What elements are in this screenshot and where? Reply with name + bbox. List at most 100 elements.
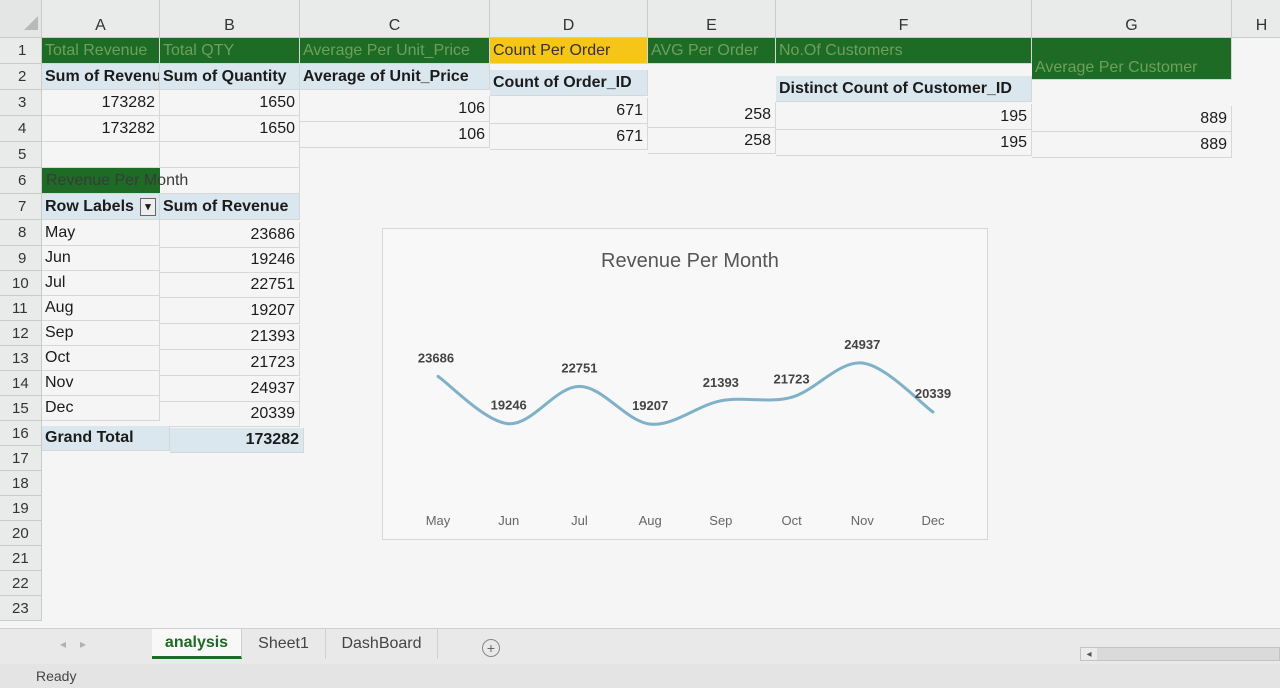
filter-dropdown-icon[interactable]: ▾: [139, 197, 156, 216]
grand-total-label[interactable]: Grand Total: [42, 426, 170, 451]
cell-b4[interactable]: 1650: [160, 116, 300, 142]
cell-b5[interactable]: [160, 142, 300, 168]
pivot-value-cell[interactable]: 19246: [160, 248, 300, 273]
row-header-11[interactable]: 11: [0, 296, 42, 321]
row-header-17[interactable]: 17: [0, 446, 42, 471]
row-header-18[interactable]: 18: [0, 471, 42, 496]
cell-a3[interactable]: 173282: [42, 90, 160, 116]
row-header-13[interactable]: 13: [0, 346, 42, 371]
pivot-month-cell[interactable]: May: [42, 220, 160, 246]
column-header-a[interactable]: A: [42, 0, 160, 38]
row-header-21[interactable]: 21: [0, 546, 42, 571]
row-header-6[interactable]: 6: [0, 168, 42, 194]
cell-a1[interactable]: Total Revenue: [42, 38, 160, 64]
grand-total-value[interactable]: 173282: [170, 428, 304, 453]
cell-g4[interactable]: 889: [1032, 132, 1232, 158]
row-header-16[interactable]: 16: [0, 421, 42, 446]
cell-d1[interactable]: Count Per Order: [490, 38, 648, 64]
row-header-19[interactable]: 19: [0, 496, 42, 521]
column-header-b[interactable]: B: [160, 0, 300, 38]
row-header-10[interactable]: 10: [0, 271, 42, 296]
pivot-sum-header[interactable]: Sum of Revenue: [160, 194, 300, 220]
column-header-d[interactable]: D: [490, 0, 648, 38]
data-point[interactable]: [860, 361, 864, 365]
cell-f1[interactable]: No.Of Customers: [776, 38, 1032, 64]
data-point[interactable]: [648, 422, 652, 426]
column-header-e[interactable]: E: [648, 0, 776, 38]
pivot-value-cell[interactable]: 21393: [160, 325, 300, 350]
pivot-value-cell[interactable]: 21723: [160, 351, 300, 376]
series-line[interactable]: [437, 361, 934, 426]
cell-a5[interactable]: [42, 142, 160, 168]
data-point[interactable]: [790, 395, 794, 399]
cell-b2[interactable]: Sum of Quantity: [160, 64, 300, 90]
data-point[interactable]: [577, 384, 581, 388]
data-point[interactable]: [719, 399, 723, 403]
row-header-20[interactable]: 20: [0, 521, 42, 546]
row-header-5[interactable]: 5: [0, 142, 42, 168]
cell-a6[interactable]: Revenue Per Month: [42, 168, 300, 194]
cell-e4[interactable]: 258: [648, 128, 776, 154]
data-point[interactable]: [507, 422, 511, 426]
cell-e1[interactable]: AVG Per Order: [648, 38, 776, 64]
pivot-value-cell[interactable]: 20339: [160, 402, 300, 427]
tab-scroll-arrows-icon[interactable]: ◂▸: [60, 637, 101, 651]
cell-f4[interactable]: 195: [776, 130, 1032, 156]
pivot-month-cell[interactable]: Sep: [42, 321, 160, 346]
pivot-month-cell[interactable]: Oct: [42, 346, 160, 371]
pivot-month-cell[interactable]: Jul: [42, 271, 160, 296]
pivot-month-cell[interactable]: Jun: [42, 246, 160, 271]
cell-d3[interactable]: 671: [490, 98, 648, 124]
tab-dashboard[interactable]: DashBoard: [326, 629, 438, 659]
data-label: 24937: [844, 337, 880, 352]
column-header-g[interactable]: G: [1032, 0, 1232, 38]
cell-d4[interactable]: 671: [490, 124, 648, 150]
tab-analysis[interactable]: analysis: [152, 629, 242, 659]
cell-d2[interactable]: Count of Order_ID: [490, 70, 648, 96]
cell-f3[interactable]: 195: [776, 104, 1032, 130]
cell-c3[interactable]: 106: [300, 96, 490, 122]
select-all-corner[interactable]: [0, 0, 42, 38]
pivot-row-labels-header[interactable]: Row Labels ▾: [42, 194, 160, 220]
row-header-23[interactable]: 23: [0, 596, 42, 621]
cell-g1[interactable]: Average Per Customer: [1032, 38, 1232, 80]
cell-f2[interactable]: Distinct Count of Customer_ID: [776, 76, 1032, 102]
row-header-7[interactable]: 7: [0, 194, 42, 220]
cell-b3[interactable]: 1650: [160, 90, 300, 116]
data-point[interactable]: [436, 374, 440, 378]
cell-c2[interactable]: Average of Unit_Price: [300, 64, 490, 90]
cell-e3[interactable]: 258: [648, 102, 776, 128]
row-header-8[interactable]: 8: [0, 220, 42, 246]
cell-b1[interactable]: Total QTY: [160, 38, 300, 64]
pivot-month-cell[interactable]: Nov: [42, 371, 160, 396]
horizontal-scrollbar[interactable]: ◂: [1080, 647, 1280, 661]
row-header-15[interactable]: 15: [0, 396, 42, 421]
pivot-value-cell[interactable]: 22751: [160, 273, 300, 298]
row-header-9[interactable]: 9: [0, 246, 42, 271]
row-header-4[interactable]: 4: [0, 116, 42, 142]
data-point[interactable]: [931, 410, 935, 414]
column-header-c[interactable]: C: [300, 0, 490, 38]
row-header-12[interactable]: 12: [0, 321, 42, 346]
row-header-1[interactable]: 1: [0, 38, 42, 64]
cell-g3[interactable]: 889: [1032, 106, 1232, 132]
revenue-line-chart[interactable]: Revenue Per Month 23686 May 19246 Jun 22751 Ju…: [382, 228, 988, 540]
cell-a4[interactable]: 173282: [42, 116, 160, 142]
tab-sheet1[interactable]: Sheet1: [242, 629, 326, 659]
row-header-2[interactable]: 2: [0, 64, 42, 90]
column-header-h[interactable]: H: [1232, 0, 1280, 38]
cell-a2[interactable]: Sum of Revenu: [42, 64, 160, 90]
scroll-left-arrow-icon[interactable]: ◂: [1081, 648, 1097, 660]
column-header-f[interactable]: F: [776, 0, 1032, 38]
pivot-value-cell[interactable]: 23686: [160, 222, 300, 248]
cell-c1[interactable]: Average Per Unit_Price: [300, 38, 490, 64]
plus-circle-icon[interactable]: +: [482, 639, 500, 657]
pivot-month-cell[interactable]: Aug: [42, 296, 160, 321]
pivot-value-cell[interactable]: 24937: [160, 377, 300, 402]
row-header-22[interactable]: 22: [0, 571, 42, 596]
row-header-14[interactable]: 14: [0, 371, 42, 396]
pivot-value-cell[interactable]: 19207: [160, 299, 300, 324]
pivot-month-cell[interactable]: Dec: [42, 396, 160, 421]
cell-c4[interactable]: 106: [300, 122, 490, 148]
row-header-3[interactable]: 3: [0, 90, 42, 116]
